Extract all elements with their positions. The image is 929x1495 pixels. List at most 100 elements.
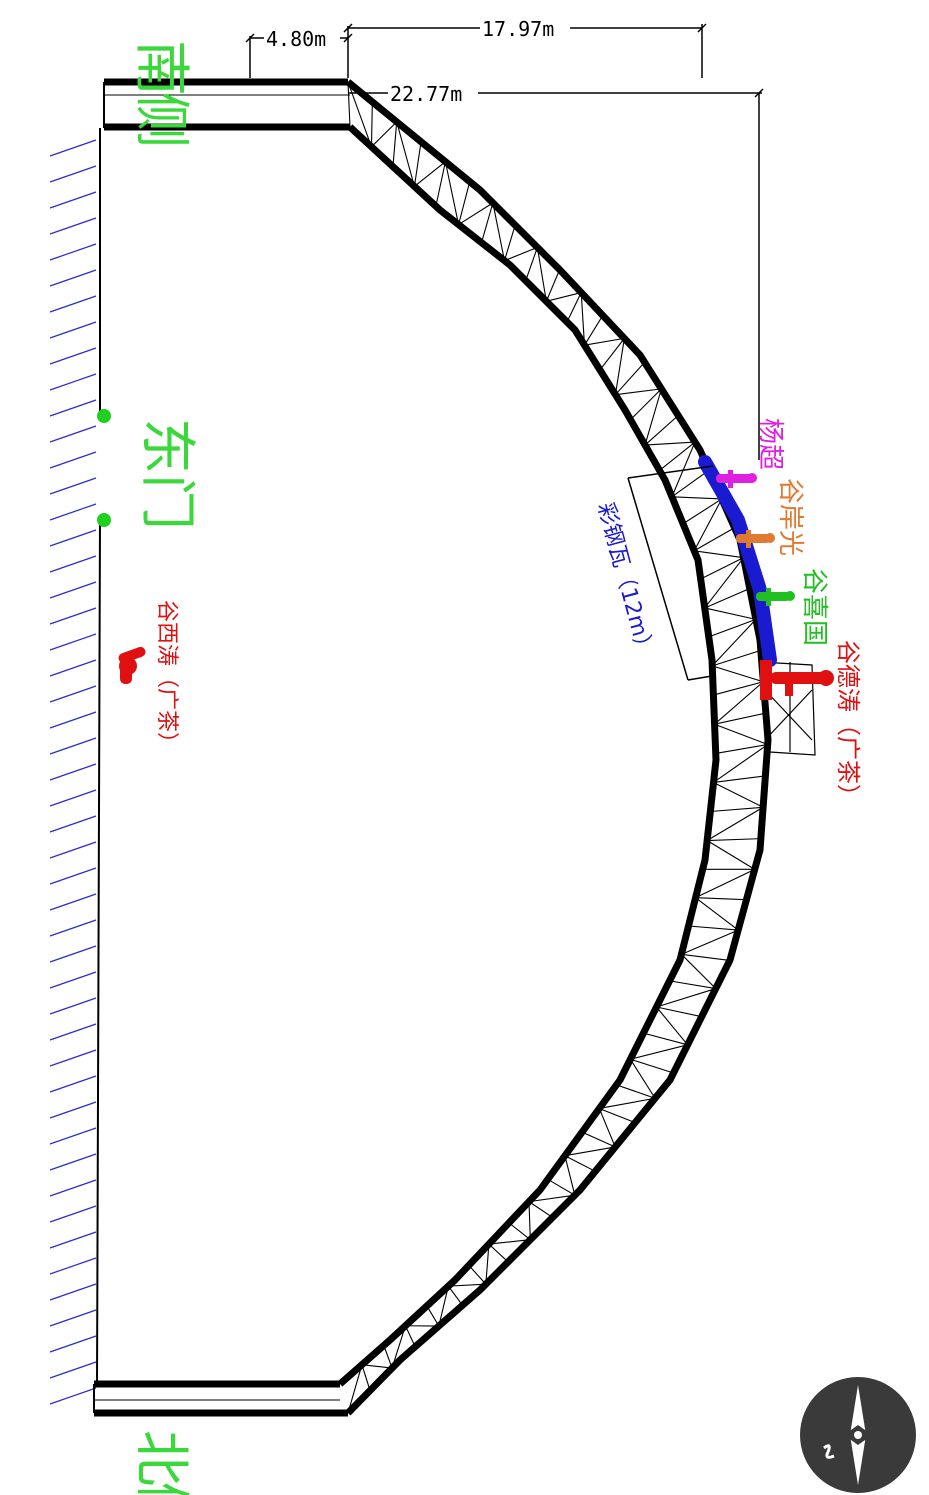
hatch-line bbox=[49, 1335, 97, 1353]
dimension-d3: 22.77m bbox=[390, 82, 462, 106]
truss-vertical-member bbox=[435, 161, 446, 207]
truss-vertical-member bbox=[525, 247, 538, 281]
truss-vertical-member bbox=[370, 101, 373, 147]
truss-vertical-member bbox=[566, 292, 582, 323]
truss-vertical-member bbox=[347, 81, 351, 128]
truss-vertical-member bbox=[383, 1345, 393, 1369]
worker-4-label: 谷德涛（广茶） bbox=[834, 640, 862, 808]
hatch-line bbox=[49, 451, 97, 469]
hatch-line bbox=[49, 971, 97, 989]
truss-vertical-member bbox=[669, 980, 716, 990]
truss-vertical-member bbox=[547, 1178, 576, 1196]
hatch-line bbox=[49, 1257, 97, 1275]
steel-tile-stack bbox=[627, 465, 714, 681]
truss-vertical-member bbox=[508, 1222, 531, 1241]
hatch-line bbox=[49, 607, 97, 625]
truss-web-member bbox=[458, 202, 494, 226]
truss-vertical-member bbox=[413, 141, 422, 187]
worker-1-marker bbox=[716, 470, 757, 488]
label-south-side: 南侧 bbox=[128, 40, 193, 144]
truss-web-member bbox=[614, 338, 625, 395]
truss-vertical-member bbox=[681, 953, 730, 961]
truss-web-member bbox=[598, 1108, 616, 1148]
hatch-line bbox=[49, 295, 97, 313]
steel-tile-installed bbox=[698, 455, 777, 667]
truss-vertical-member bbox=[715, 743, 768, 754]
truss-web-member bbox=[615, 388, 662, 396]
truss-web-member bbox=[644, 388, 662, 446]
worker-3-label: 谷喜国 bbox=[799, 568, 829, 646]
compass-icon bbox=[800, 1377, 916, 1493]
truss-vertical-member bbox=[659, 441, 696, 471]
hatch-line bbox=[49, 763, 97, 781]
truss-vertical-member bbox=[700, 557, 744, 580]
truss-vertical-member bbox=[581, 1131, 616, 1148]
truss-web-member bbox=[712, 665, 764, 683]
truss-web-member bbox=[644, 441, 696, 446]
hatch-line bbox=[49, 1101, 97, 1119]
hatch-line bbox=[49, 425, 97, 443]
hatch-line bbox=[49, 1387, 97, 1405]
hatch-line bbox=[49, 269, 97, 287]
truss-web-member bbox=[704, 557, 744, 609]
hatch-line bbox=[49, 347, 97, 365]
truss-web-member bbox=[713, 744, 768, 783]
truss-vertical-member bbox=[708, 618, 757, 638]
wall-hatching bbox=[49, 139, 97, 1405]
truss-web-member bbox=[693, 498, 723, 552]
truss-web-member bbox=[695, 897, 739, 931]
gate-post-right bbox=[97, 513, 111, 527]
hatch-line bbox=[49, 789, 97, 807]
label-east-gate: 东门 bbox=[134, 418, 199, 530]
hatch-line bbox=[49, 997, 97, 1015]
truss-vertical-member bbox=[404, 1325, 416, 1347]
hatch-line bbox=[49, 685, 97, 703]
truss-structure bbox=[93, 78, 772, 1417]
hatch-line bbox=[49, 1283, 97, 1301]
hatch-line bbox=[49, 1309, 97, 1327]
hatch-line bbox=[49, 737, 97, 755]
truss-vertical-member bbox=[630, 388, 662, 421]
truss-web-member bbox=[564, 1146, 616, 1157]
hatch-line bbox=[49, 1153, 97, 1171]
truss-web-member bbox=[681, 953, 717, 989]
truss-vertical-member bbox=[616, 1084, 656, 1099]
hatch-line bbox=[49, 919, 97, 937]
truss-vertical-member bbox=[643, 1032, 688, 1046]
hatch-line bbox=[49, 243, 97, 261]
truss-vertical-member bbox=[599, 338, 625, 371]
truss-vertical-member bbox=[693, 527, 735, 552]
truss-vertical-member bbox=[682, 498, 723, 525]
truss-web-member bbox=[706, 806, 764, 841]
dimension-lines bbox=[245, 23, 764, 460]
truss-vertical-member bbox=[712, 649, 761, 667]
truss-vertical-member bbox=[545, 269, 561, 302]
truss-vertical-member bbox=[710, 806, 764, 813]
truss-vertical-member bbox=[630, 1058, 674, 1074]
truss-vertical-member bbox=[644, 415, 679, 446]
truss-web-member bbox=[711, 618, 757, 667]
hatch-line bbox=[49, 659, 97, 677]
wall-line-north bbox=[96, 519, 101, 1386]
truss-vertical-member bbox=[564, 1155, 596, 1172]
truss-vertical-member bbox=[713, 681, 764, 696]
hatch-line bbox=[49, 373, 97, 391]
truss-web-member bbox=[546, 292, 582, 302]
truss-web-member bbox=[714, 681, 764, 725]
truss-vertical-member bbox=[584, 315, 604, 346]
truss-web-member bbox=[488, 1239, 531, 1245]
truss-web-member bbox=[656, 988, 716, 1008]
hatch-line bbox=[49, 165, 97, 183]
truss-vertical-member bbox=[599, 1107, 636, 1124]
truss-web-member bbox=[391, 1325, 406, 1369]
truss-web-member bbox=[485, 1244, 490, 1285]
label-steel-tile: 彩钢瓦（12m） bbox=[592, 500, 657, 660]
truss-vertical-member bbox=[447, 1285, 463, 1306]
truss-web-member bbox=[564, 1155, 576, 1196]
hatch-line bbox=[49, 1205, 97, 1223]
hatch-line bbox=[49, 633, 97, 651]
truss-vertical-member bbox=[528, 1201, 553, 1218]
hatch-line bbox=[49, 893, 97, 911]
truss-web-member bbox=[536, 247, 547, 302]
